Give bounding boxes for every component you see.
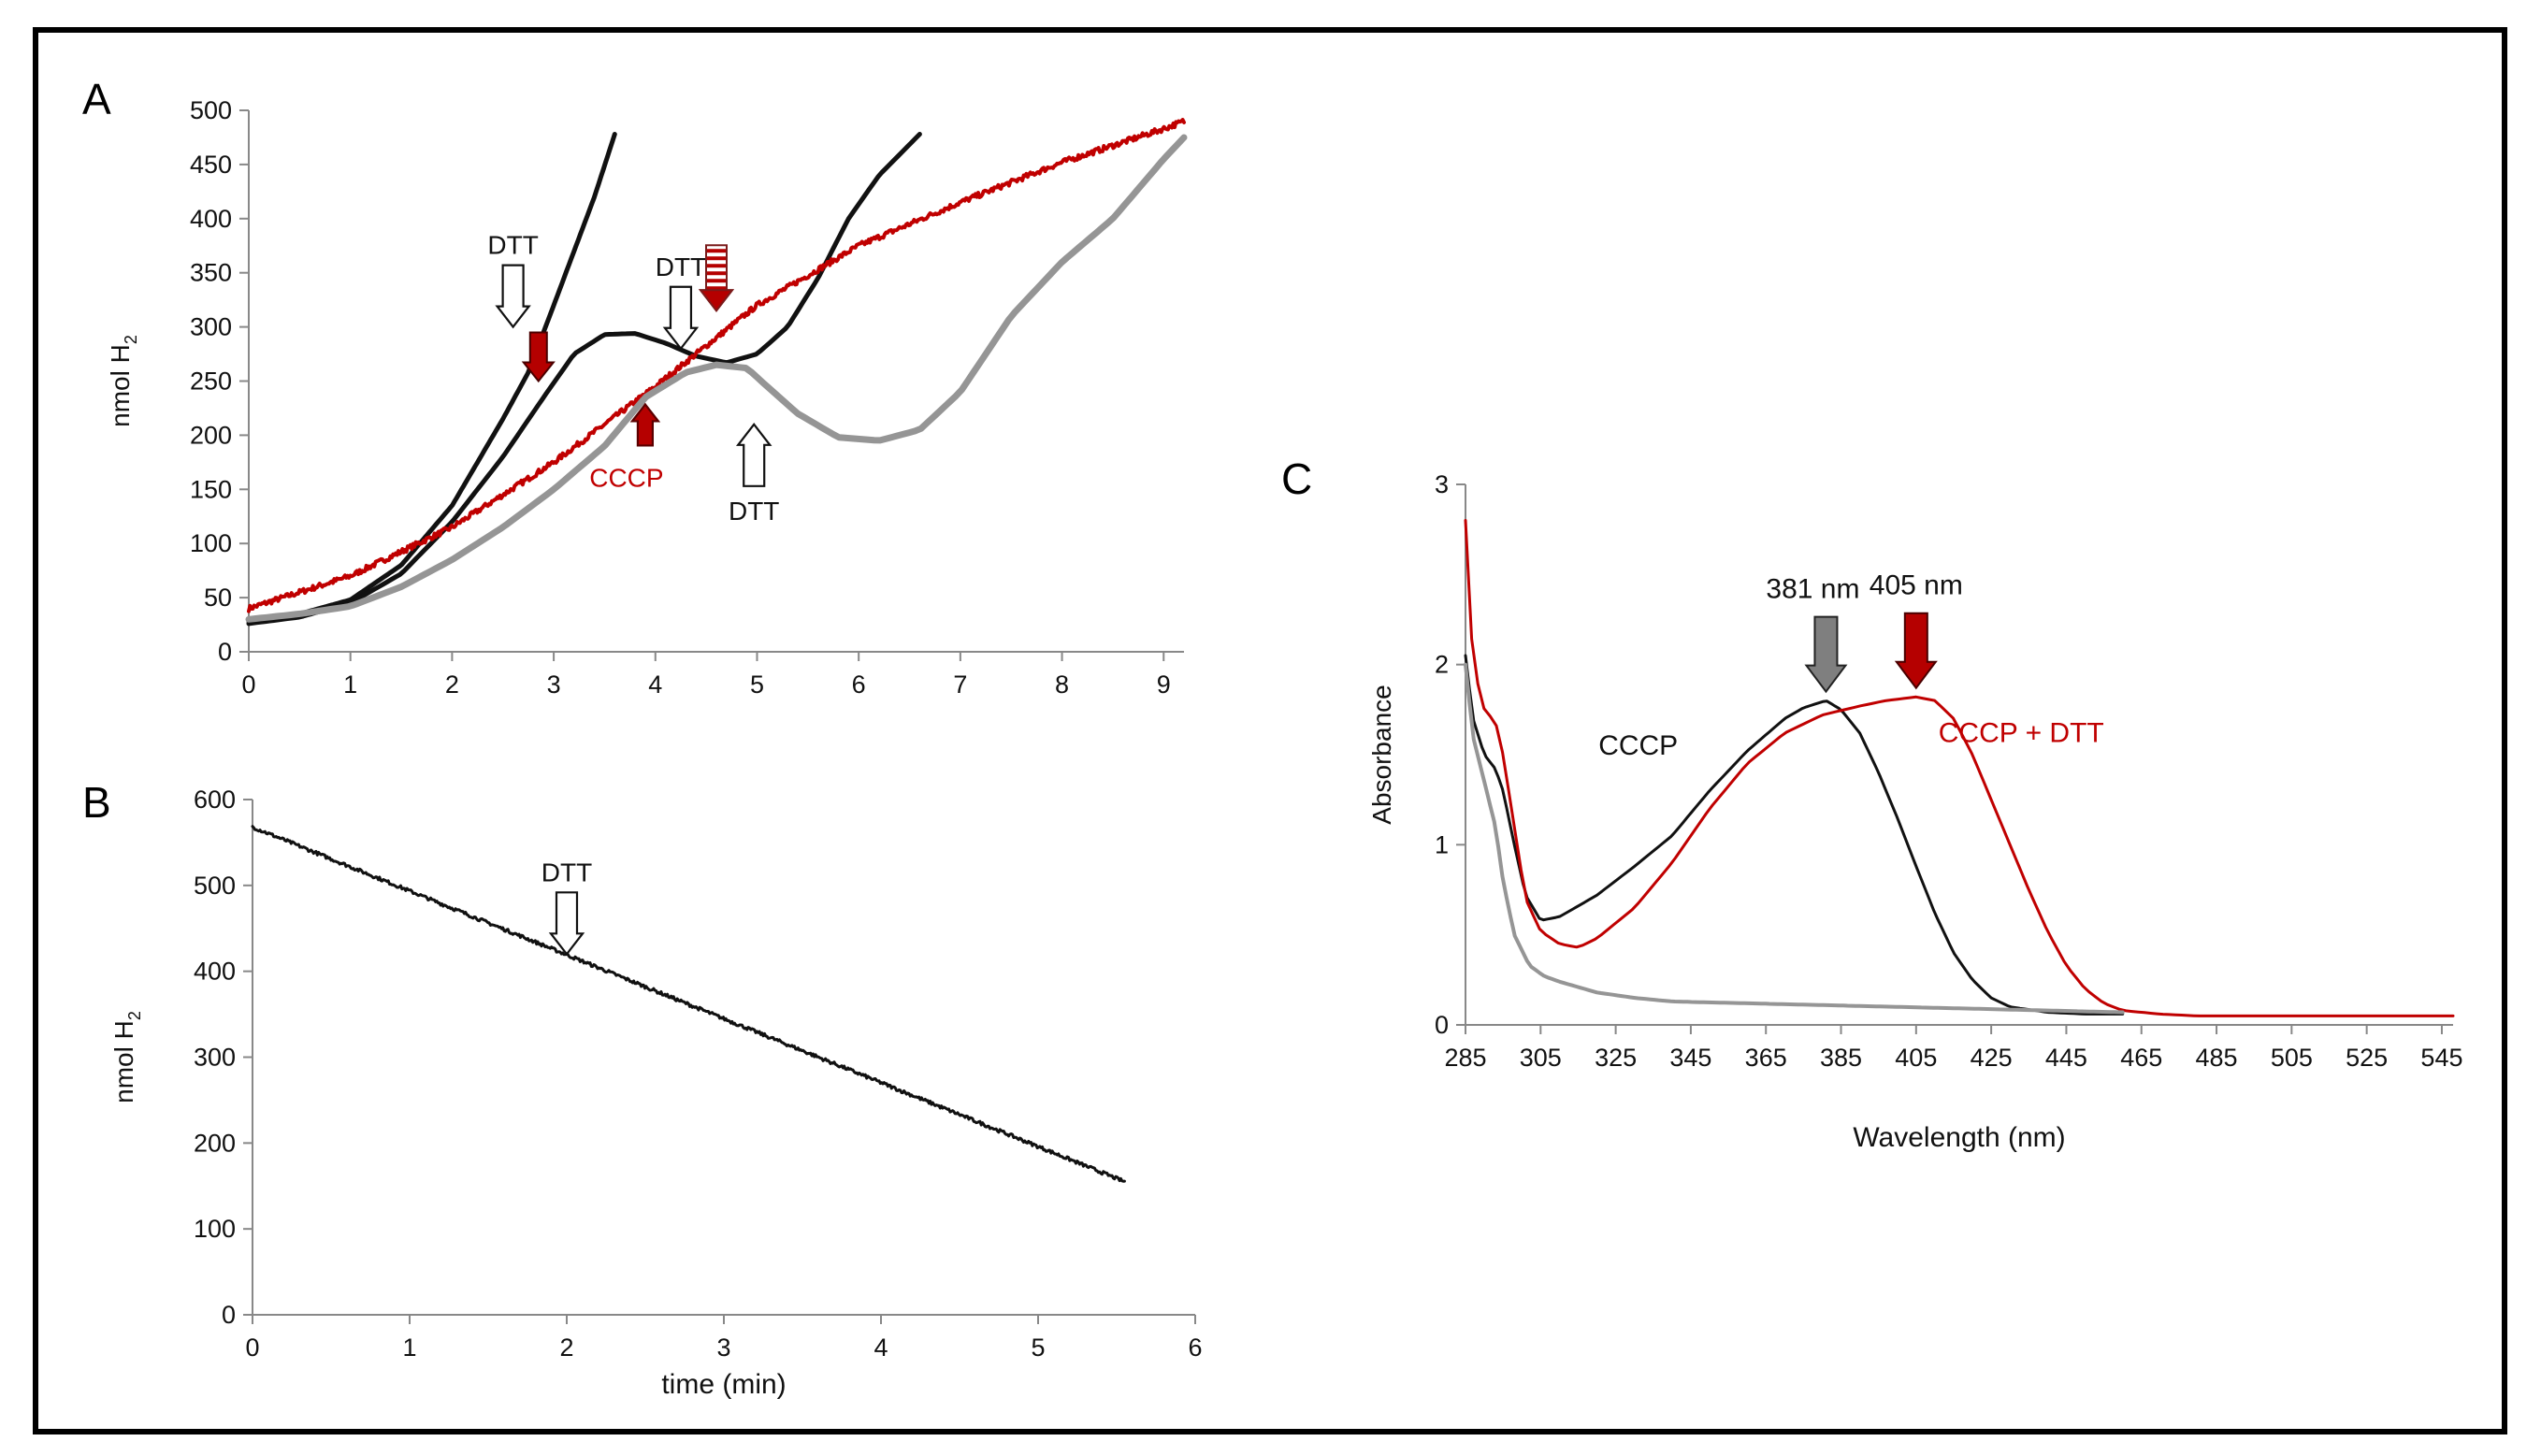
x-tick-label: 405 (1895, 1044, 1937, 1072)
x-tick-label: 2 (559, 1333, 573, 1362)
y-tick-label: 50 (204, 584, 232, 612)
x-tick-label: 4 (873, 1333, 888, 1362)
panel-label-a: A (82, 75, 111, 123)
annotation-arrow (735, 423, 772, 487)
annotation-label: DTT (541, 858, 592, 887)
chart-panel-c: 0 1 2 3 285 305 325 345 365 385 405 425 445 465 485 505… (1367, 470, 2462, 1153)
annotation-label: DTT (656, 252, 706, 281)
x-tick-label: 425 (1971, 1044, 2013, 1072)
x-tick-label: 1 (402, 1333, 416, 1362)
y-tick-label: 300 (194, 1044, 236, 1072)
arrow-stripe (707, 279, 726, 283)
annotation-arrow (495, 264, 531, 329)
y-tick-label: 0 (218, 638, 232, 666)
y-tick-label: 400 (194, 958, 236, 986)
y-tick-label: 500 (194, 872, 236, 900)
annotation-label: DTT (487, 231, 538, 260)
y-axis-label: Absorbance (1367, 685, 1396, 824)
x-tick-label: 525 (2346, 1044, 2388, 1072)
y-tick-label: 100 (190, 529, 232, 557)
figure-frame (33, 27, 2507, 1434)
arrow-stripe (707, 256, 726, 261)
x-axis-label: time (min) (661, 1369, 786, 1400)
y-tick-label: 500 (190, 96, 232, 124)
series-line-c-1 (1464, 519, 2455, 1017)
series-label: CCCP (1598, 730, 1678, 761)
arrow-stripe-head (698, 289, 735, 312)
x-tick-label: 6 (1188, 1333, 1202, 1362)
annotation-arrow (662, 285, 700, 351)
y-axis-label-subscript: 2 (125, 1011, 144, 1020)
arrow-stripe (707, 271, 726, 276)
x-tick-label: 6 (852, 670, 866, 699)
annotation-arrow-red (521, 331, 556, 383)
series-line-a-3 (245, 134, 1188, 623)
x-tick-label: 365 (1745, 1044, 1787, 1072)
series-line-a-1 (246, 132, 922, 627)
x-tick-label: 385 (1820, 1044, 1862, 1072)
arrow-stripe (707, 286, 726, 291)
x-tick-label: 8 (1055, 670, 1069, 699)
y-tick-label: 200 (190, 421, 232, 449)
x-tick-label: 445 (2045, 1044, 2087, 1072)
y-tick-label: 0 (222, 1301, 236, 1329)
y-tick-label: 200 (194, 1129, 236, 1157)
y-tick-label: 450 (190, 151, 232, 179)
x-tick-label: 345 (1669, 1044, 1711, 1072)
x-tick-label: 2 (445, 670, 459, 699)
x-tick-label: 465 (2120, 1044, 2162, 1072)
x-tick-label: 3 (547, 670, 561, 699)
y-tick-label: 3 (1435, 470, 1449, 498)
y-tick-label: 150 (190, 475, 232, 503)
chart-panel-b: 0 100 200 300 400 500 600 0 1 2 3 4 5 6 nmol H2 time (m… (109, 786, 1203, 1400)
y-tick-label: 350 (190, 259, 232, 287)
x-tick-label: 1 (343, 670, 357, 699)
x-tick-label: 7 (953, 670, 967, 699)
annotation-arrow-red (1894, 612, 1938, 690)
y-axis-label-subscript: 2 (122, 335, 140, 344)
chart-panel-a: 0 50 100 150 200 250 300 350 400 450 500 0 1 2 3 4 5 6 7 8 9… (106, 96, 1188, 699)
y-axis-label: nmol H2 (109, 1011, 144, 1103)
y-tick-label: 300 (190, 313, 232, 341)
series-label: CCCP + DTT (1939, 718, 2104, 749)
annotation-label: CCCP (589, 463, 663, 492)
y-tick-label: 0 (1435, 1011, 1449, 1039)
arrow-stripe (707, 249, 726, 253)
x-tick-label: 325 (1595, 1044, 1637, 1072)
annotation-arrow (548, 891, 585, 957)
annotation-label: 405 nm (1870, 570, 1963, 601)
annotation-label: 381 nm (1766, 574, 1859, 605)
x-tick-label: 5 (750, 670, 764, 699)
y-tick-label: 250 (190, 368, 232, 396)
x-tick-label: 505 (2271, 1044, 2313, 1072)
y-tick-label: 1 (1435, 830, 1449, 858)
x-axis-label: Wavelength (nm) (1853, 1122, 2065, 1153)
x-tick-label: 0 (245, 1333, 259, 1362)
panel-label-c: C (1281, 454, 1312, 503)
y-axis-label: nmol H2 (106, 335, 140, 427)
panel-label-b: B (82, 778, 111, 827)
x-tick-label: 285 (1444, 1044, 1486, 1072)
x-tick-label: 3 (716, 1333, 730, 1362)
x-tick-label: 4 (648, 670, 662, 699)
y-tick-label: 2 (1435, 651, 1449, 679)
annotation-arrow (629, 402, 661, 447)
series-line-c-2 (1464, 662, 2125, 1015)
series-line-c-0 (1464, 654, 2125, 1016)
y-tick-label: 100 (194, 1215, 236, 1243)
x-tick-label: 0 (241, 670, 255, 699)
x-tick-label: 305 (1520, 1044, 1562, 1072)
arrow-stripe (707, 264, 726, 268)
x-tick-label: 545 (2420, 1044, 2462, 1072)
x-tick-label: 9 (1157, 670, 1171, 699)
x-tick-label: 5 (1031, 1333, 1045, 1362)
y-tick-label: 600 (194, 786, 236, 814)
series-line-a-2 (247, 118, 1186, 613)
annotation-label: DTT (729, 497, 779, 526)
x-tick-label: 485 (2196, 1044, 2238, 1072)
series-line-b-0 (251, 825, 1126, 1183)
y-tick-label: 400 (190, 205, 232, 233)
annotation-arrow-gray (1804, 615, 1848, 694)
